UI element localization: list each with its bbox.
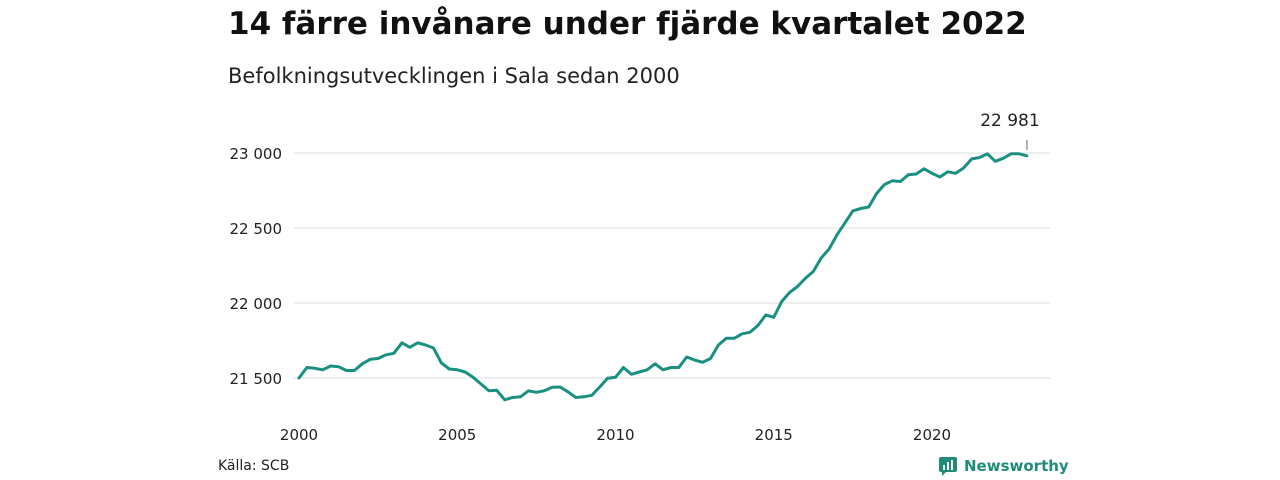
source-label: Källa: SCB bbox=[218, 458, 290, 474]
x-axis-ticks: 2000 2005 2010 2015 2020 bbox=[280, 426, 951, 444]
series-line-population bbox=[297, 152, 1029, 402]
x-tick-label: 2015 bbox=[755, 426, 793, 444]
end-value-label: 22 981 bbox=[980, 111, 1039, 131]
brand-name: Newsworthy bbox=[964, 457, 1069, 475]
x-tick-label: 2010 bbox=[596, 426, 634, 444]
y-tick-label: 21 500 bbox=[230, 370, 283, 388]
y-tick-label: 23 000 bbox=[230, 145, 283, 163]
brand-logo[interactable]: Newsworthy bbox=[938, 456, 1069, 476]
y-tick-label: 22 500 bbox=[230, 220, 283, 238]
x-tick-label: 2005 bbox=[438, 426, 476, 444]
chart-title: 14 färre invånare under fjärde kvartalet… bbox=[228, 6, 1027, 42]
chart-subtitle: Befolkningsutvecklingen i Sala sedan 200… bbox=[228, 64, 680, 88]
newsworthy-logo-icon bbox=[939, 457, 957, 476]
y-tick-label: 22 000 bbox=[230, 295, 283, 313]
grid-lines bbox=[294, 152, 1050, 379]
y-axis-ticks: 21 500 22 000 22 500 23 000 bbox=[230, 145, 283, 388]
x-tick-label: 2000 bbox=[280, 426, 318, 444]
x-tick-label: 2020 bbox=[913, 426, 951, 444]
